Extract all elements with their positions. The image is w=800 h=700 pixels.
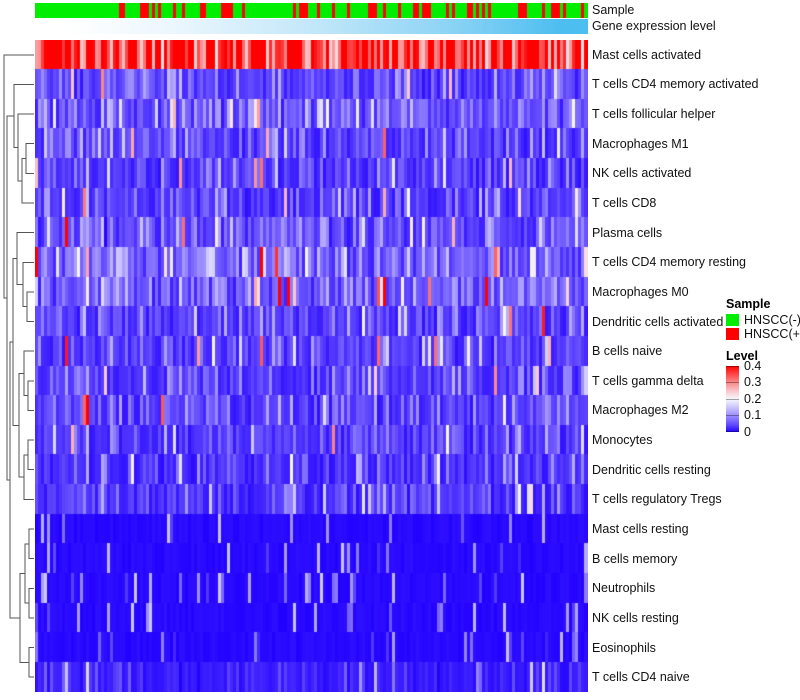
row-label-5: T cells CD8 [592,196,657,210]
gene-expression-gradient [35,19,588,34]
sample-annotation-bar [35,3,588,18]
colorbar-tick-label-3: 0.1 [744,407,762,422]
legend-level-block: Level 0.4 0.3 0.2 0.1 0 [726,348,800,437]
row-label-12: Macrophages M2 [592,403,689,418]
row-label-6: Plasma cells [592,225,663,240]
sample-annotation-label: Sample [592,3,635,17]
row-label-11: T cells gamma delta [592,373,704,388]
legend: Sample HNSCC(-) HNSCC(+) Level 0.4 0.3 0.2… [726,297,800,437]
legend-item-hnscc-positive: HNSCC(+) [726,328,800,341]
row-label-4: NK cells activated [592,166,692,181]
row-label-7: T cells CD4 memory resting [592,255,746,270]
row-label-21: T cells CD4 naive [592,670,690,685]
row-label-20: Eosinophils [592,640,656,655]
colorbar-tick-label-4: 0 [744,424,751,439]
row-label-17: B cells memory [592,551,678,566]
legend-sample-title: Sample [726,297,771,311]
row-label-18: Neutrophils [592,581,656,596]
colorbar-tick-mark-2 [726,398,739,400]
colorbar-tick-label-2: 0.2 [744,391,762,406]
row-label-3: Macrophages M1 [592,136,689,151]
row-label-19: NK cells resting [592,610,679,625]
colorbar-tick-label-0: 0.4 [744,358,762,373]
legend-label-hnscc-positive: HNSCC(+) [744,327,800,341]
legend-colorbar-wrap: 0.4 0.3 0.2 0.1 0 [726,359,800,437]
gene-expression-annotation-bar [35,19,588,34]
legend-item-hnscc-negative: HNSCC(-) [726,314,800,327]
row-dendrogram [3,54,34,678]
colorbar-tick-mark-4 [726,430,739,432]
colorbar-tick-label-1: 0.3 [744,374,762,389]
gene-expression-annotation-label: Gene expression level [592,19,716,33]
legend-swatch-hnscc-negative [726,314,739,327]
row-label-8: Macrophages M0 [592,284,689,299]
legend-label-hnscc-negative: HNSCC(-) [744,313,800,327]
colorbar-tick-mark-1 [726,382,739,383]
colorbar-tick-mark-0 [726,365,739,367]
row-label-16: Mast cells resting [592,522,689,536]
legend-level-title: Level [726,348,758,363]
row-label-0: Mast cells activated [592,47,702,62]
heatmap-body [35,40,588,692]
row-label-10: B cells naive [592,344,663,359]
row-label-2: T cells follicular helper [592,107,716,122]
legend-colorbar [726,365,739,432]
row-label-14: Dendritic cells resting [592,462,711,477]
colorbar-tick-mark-3 [726,415,739,416]
legend-swatch-hnscc-positive [726,328,739,341]
row-label-15: T cells regulatory Tregs [592,492,722,507]
row-label-13: Monocytes [592,433,653,448]
row-label-9: Dendritic cells activated [592,314,724,329]
row-label-1: T cells CD4 memory activated [592,77,759,92]
